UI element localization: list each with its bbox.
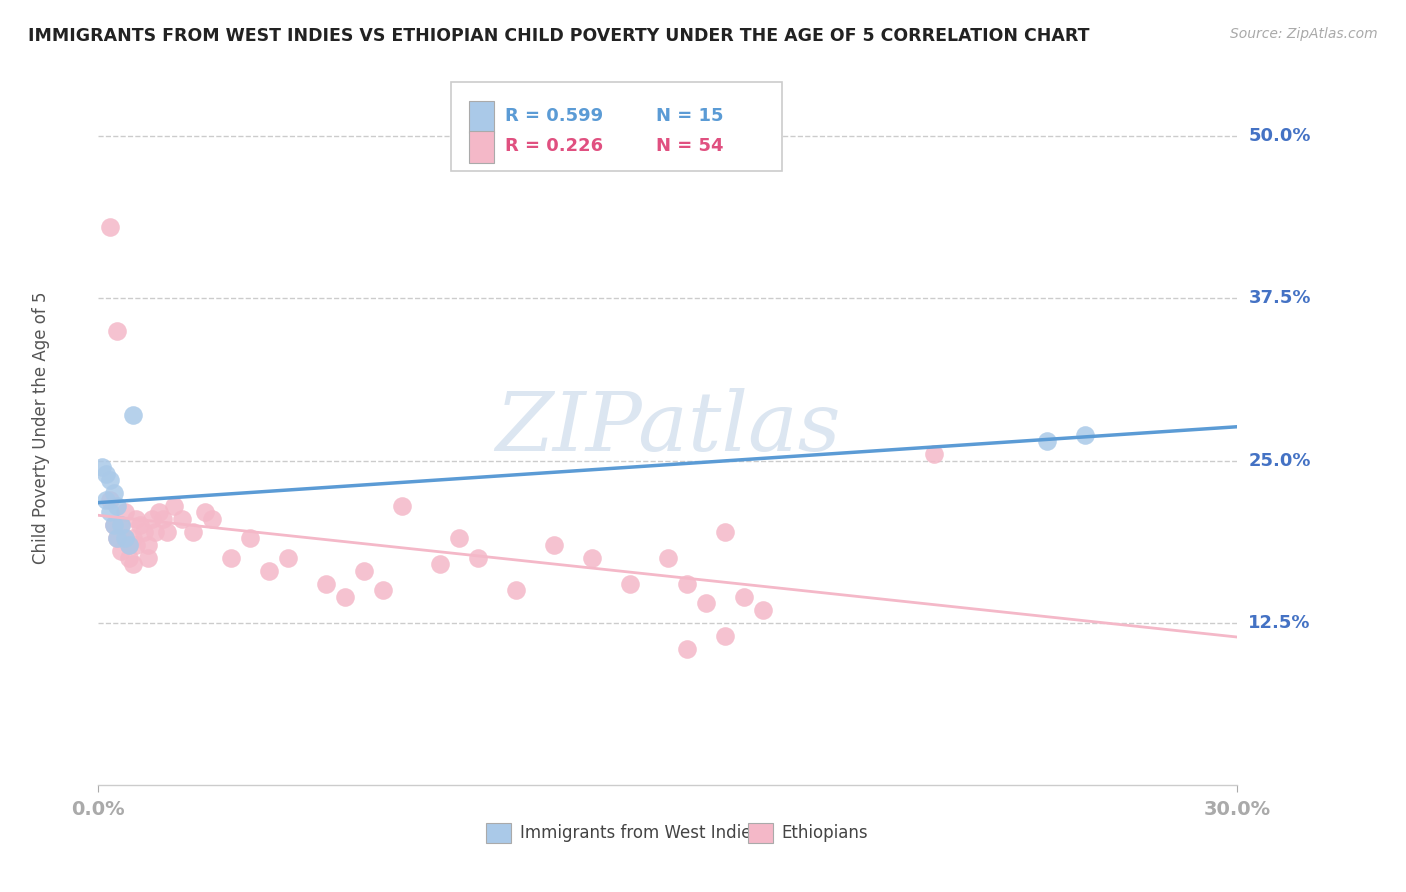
Point <box>94 492 117 507</box>
Text: R = 0.226: R = 0.226 <box>505 137 603 155</box>
Point <box>353 564 375 578</box>
Point <box>543 538 565 552</box>
Point <box>118 538 141 552</box>
Point <box>183 524 205 539</box>
Point <box>107 499 129 513</box>
Point <box>148 506 170 520</box>
Point <box>152 512 174 526</box>
Point <box>110 544 132 558</box>
Point <box>391 499 413 513</box>
Point <box>132 524 155 539</box>
Point <box>657 550 679 565</box>
Point <box>922 447 945 461</box>
Point <box>170 512 193 526</box>
FancyBboxPatch shape <box>748 823 773 844</box>
Point <box>429 558 451 572</box>
Text: ZIPatlas: ZIPatlas <box>495 388 841 468</box>
Point <box>676 577 699 591</box>
Point <box>277 550 299 565</box>
Point <box>121 408 143 422</box>
Point <box>449 532 471 546</box>
Point <box>505 583 527 598</box>
Text: N = 54: N = 54 <box>657 137 724 155</box>
Text: R = 0.599: R = 0.599 <box>505 107 603 125</box>
Text: Immigrants from West Indies: Immigrants from West Indies <box>520 824 761 842</box>
Point <box>103 518 125 533</box>
Point <box>371 583 394 598</box>
Point <box>714 524 737 539</box>
Text: 12.5%: 12.5% <box>1249 614 1310 632</box>
Point <box>107 324 129 338</box>
Text: 37.5%: 37.5% <box>1249 289 1310 308</box>
Point <box>129 518 152 533</box>
Point <box>619 577 641 591</box>
Point <box>114 506 136 520</box>
Point <box>221 550 243 565</box>
Point <box>98 220 121 235</box>
Point <box>335 590 357 604</box>
Point <box>107 532 129 546</box>
Point <box>714 629 737 643</box>
Text: Child Poverty Under the Age of 5: Child Poverty Under the Age of 5 <box>32 292 51 565</box>
Point <box>676 641 699 656</box>
Point <box>98 506 121 520</box>
Point <box>1074 427 1097 442</box>
Point <box>110 518 132 533</box>
Text: Source: ZipAtlas.com: Source: ZipAtlas.com <box>1230 27 1378 41</box>
Point <box>118 538 141 552</box>
Point <box>125 512 148 526</box>
Point <box>94 467 117 481</box>
Point <box>114 532 136 546</box>
Point <box>136 538 159 552</box>
Point <box>163 499 186 513</box>
Point <box>136 550 159 565</box>
FancyBboxPatch shape <box>468 101 494 133</box>
Text: 50.0%: 50.0% <box>1249 128 1310 145</box>
Point <box>121 558 143 572</box>
Point <box>695 596 717 610</box>
Text: IMMIGRANTS FROM WEST INDIES VS ETHIOPIAN CHILD POVERTY UNDER THE AGE OF 5 CORREL: IMMIGRANTS FROM WEST INDIES VS ETHIOPIAN… <box>28 27 1090 45</box>
Point <box>98 492 121 507</box>
Point <box>141 512 163 526</box>
FancyBboxPatch shape <box>485 823 510 844</box>
Point <box>98 473 121 487</box>
Point <box>145 524 167 539</box>
Point <box>103 486 125 500</box>
FancyBboxPatch shape <box>451 82 782 171</box>
Point <box>156 524 179 539</box>
Point <box>125 538 148 552</box>
Point <box>752 603 775 617</box>
Text: Ethiopians: Ethiopians <box>782 824 869 842</box>
Point <box>259 564 281 578</box>
Point <box>201 512 224 526</box>
Point <box>103 518 125 533</box>
Point <box>91 460 114 475</box>
Point <box>733 590 755 604</box>
Point <box>114 532 136 546</box>
Point <box>239 532 262 546</box>
Point <box>118 550 141 565</box>
Point <box>467 550 489 565</box>
Point <box>110 518 132 533</box>
Point <box>121 532 143 546</box>
Text: N = 15: N = 15 <box>657 107 724 125</box>
Point <box>194 506 217 520</box>
FancyBboxPatch shape <box>468 130 494 162</box>
Point <box>1036 434 1059 449</box>
Point <box>315 577 337 591</box>
Point <box>107 532 129 546</box>
Point <box>581 550 603 565</box>
Text: 25.0%: 25.0% <box>1249 451 1310 469</box>
